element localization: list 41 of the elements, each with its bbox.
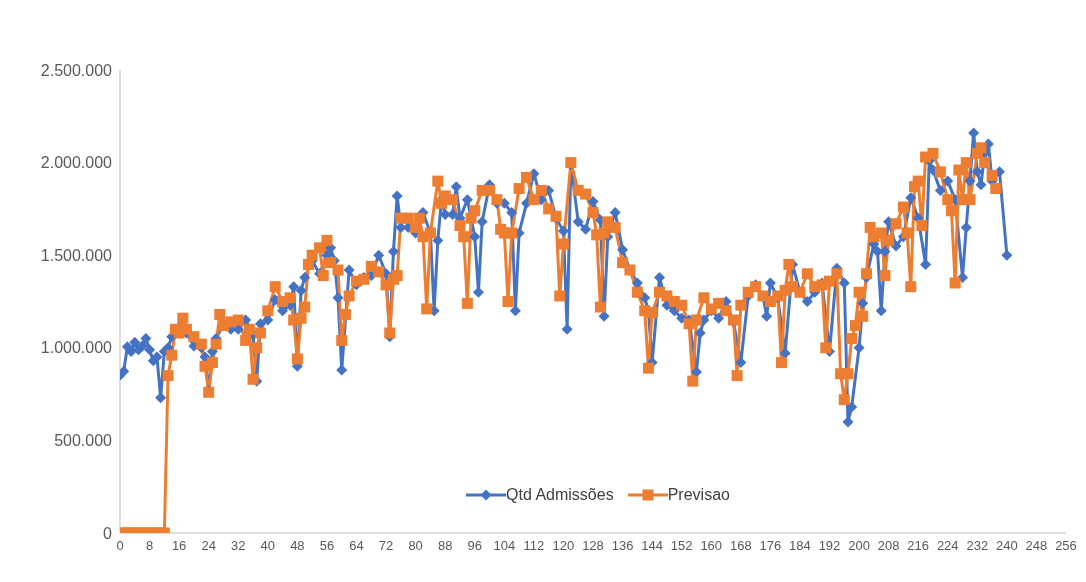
x-tick-label: 128 (582, 538, 604, 554)
x-tick-label: 224 (936, 538, 959, 554)
x-tick-label: 0 (116, 538, 124, 554)
legend-label: Qtd Admissões (506, 486, 614, 504)
y-tick-label: 1.500.000 (40, 246, 113, 264)
x-tick-label: 168 (729, 538, 752, 554)
x-tick-label: 16 (171, 538, 187, 554)
x-tick-label: 232 (966, 538, 989, 554)
x-tick-label: 144 (641, 538, 663, 554)
x-tick-label: 200 (848, 538, 870, 554)
x-tick-label: 136 (611, 538, 634, 554)
x-tick-label: 72 (378, 538, 394, 554)
x-tick-label: 24 (201, 538, 216, 554)
x-tick-label: 40 (260, 538, 276, 554)
x-tick-label: 160 (700, 538, 723, 554)
y-tick-label: 1.000.000 (40, 339, 113, 357)
y-tick-label: 0 (103, 524, 113, 542)
x-tick-label: 248 (1025, 538, 1048, 554)
x-tick-label: 256 (1055, 538, 1077, 554)
x-tick-label: 88 (437, 538, 453, 554)
x-tick-label: 176 (759, 538, 782, 554)
legend-label: Previsao (667, 486, 730, 504)
y-tick-label: 2.500.000 (40, 61, 113, 79)
x-tick-label: 120 (552, 538, 575, 554)
x-tick-label: 152 (670, 538, 693, 554)
x-tick-label: 64 (349, 538, 364, 554)
x-tick-label: 240 (996, 538, 1018, 554)
x-tick-label: 208 (877, 538, 900, 554)
x-tick-label: 8 (145, 538, 154, 554)
x-tick-label: 48 (290, 538, 305, 554)
x-tick-label: 184 (789, 538, 811, 554)
x-tick-label: 112 (523, 538, 545, 554)
x-tick-label: 56 (319, 538, 335, 554)
x-tick-label: 32 (231, 538, 246, 554)
x-tick-label: 104 (493, 538, 516, 554)
y-tick-label: 2.000.000 (40, 154, 113, 172)
x-tick-label: 80 (408, 538, 423, 554)
x-tick-label: 96 (467, 538, 482, 554)
y-tick-label: 500.000 (54, 432, 113, 450)
x-tick-label: 216 (907, 538, 930, 554)
x-tick-label: 192 (818, 538, 841, 554)
